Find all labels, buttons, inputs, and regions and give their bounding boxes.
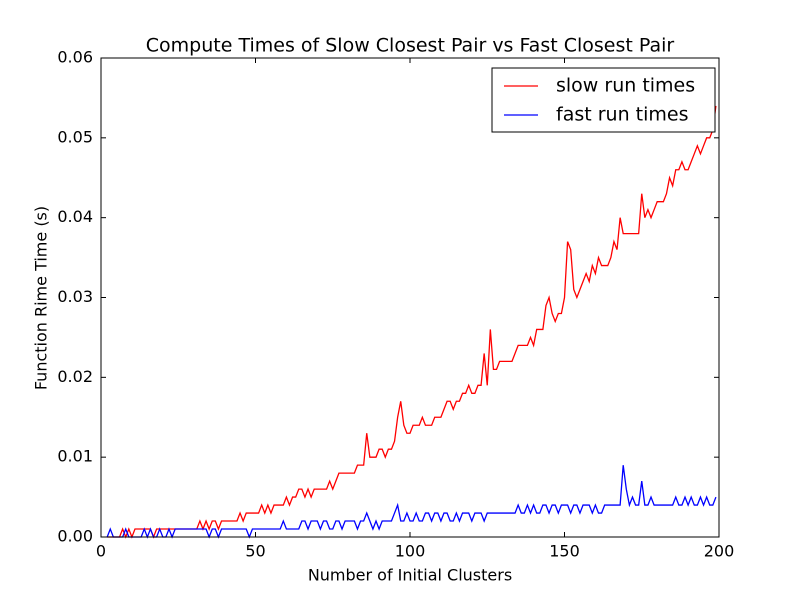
x-tick-label: 50 [245, 542, 265, 561]
y-tick-label: 0.06 [57, 48, 93, 67]
y-tick-label: 0.03 [57, 287, 93, 306]
x-axis-label: Number of Initial Clusters [308, 566, 512, 585]
legend: slow run times fast run times [491, 67, 716, 133]
series-line [106, 465, 717, 539]
series-line [107, 105, 717, 539]
x-tick-label: 100 [395, 542, 426, 561]
x-tick-label: 200 [704, 542, 735, 561]
legend-label: slow run times [556, 75, 695, 97]
legend-label: fast run times [556, 104, 688, 126]
y-tick-label: 0.04 [57, 207, 93, 226]
y-axis-label: Function Rime Time (s) [32, 206, 51, 390]
y-tick-label: 0.05 [57, 127, 93, 146]
chart-title: Compute Times of Slow Closest Pair vs Fa… [146, 35, 675, 57]
y-tick-label: 0.00 [57, 527, 93, 546]
x-tick-label: 0 [96, 542, 106, 561]
y-tick-label: 0.01 [57, 447, 93, 466]
y-tick-label: 0.02 [57, 367, 93, 386]
legend-box [491, 67, 716, 133]
x-tick-label: 150 [549, 542, 580, 561]
